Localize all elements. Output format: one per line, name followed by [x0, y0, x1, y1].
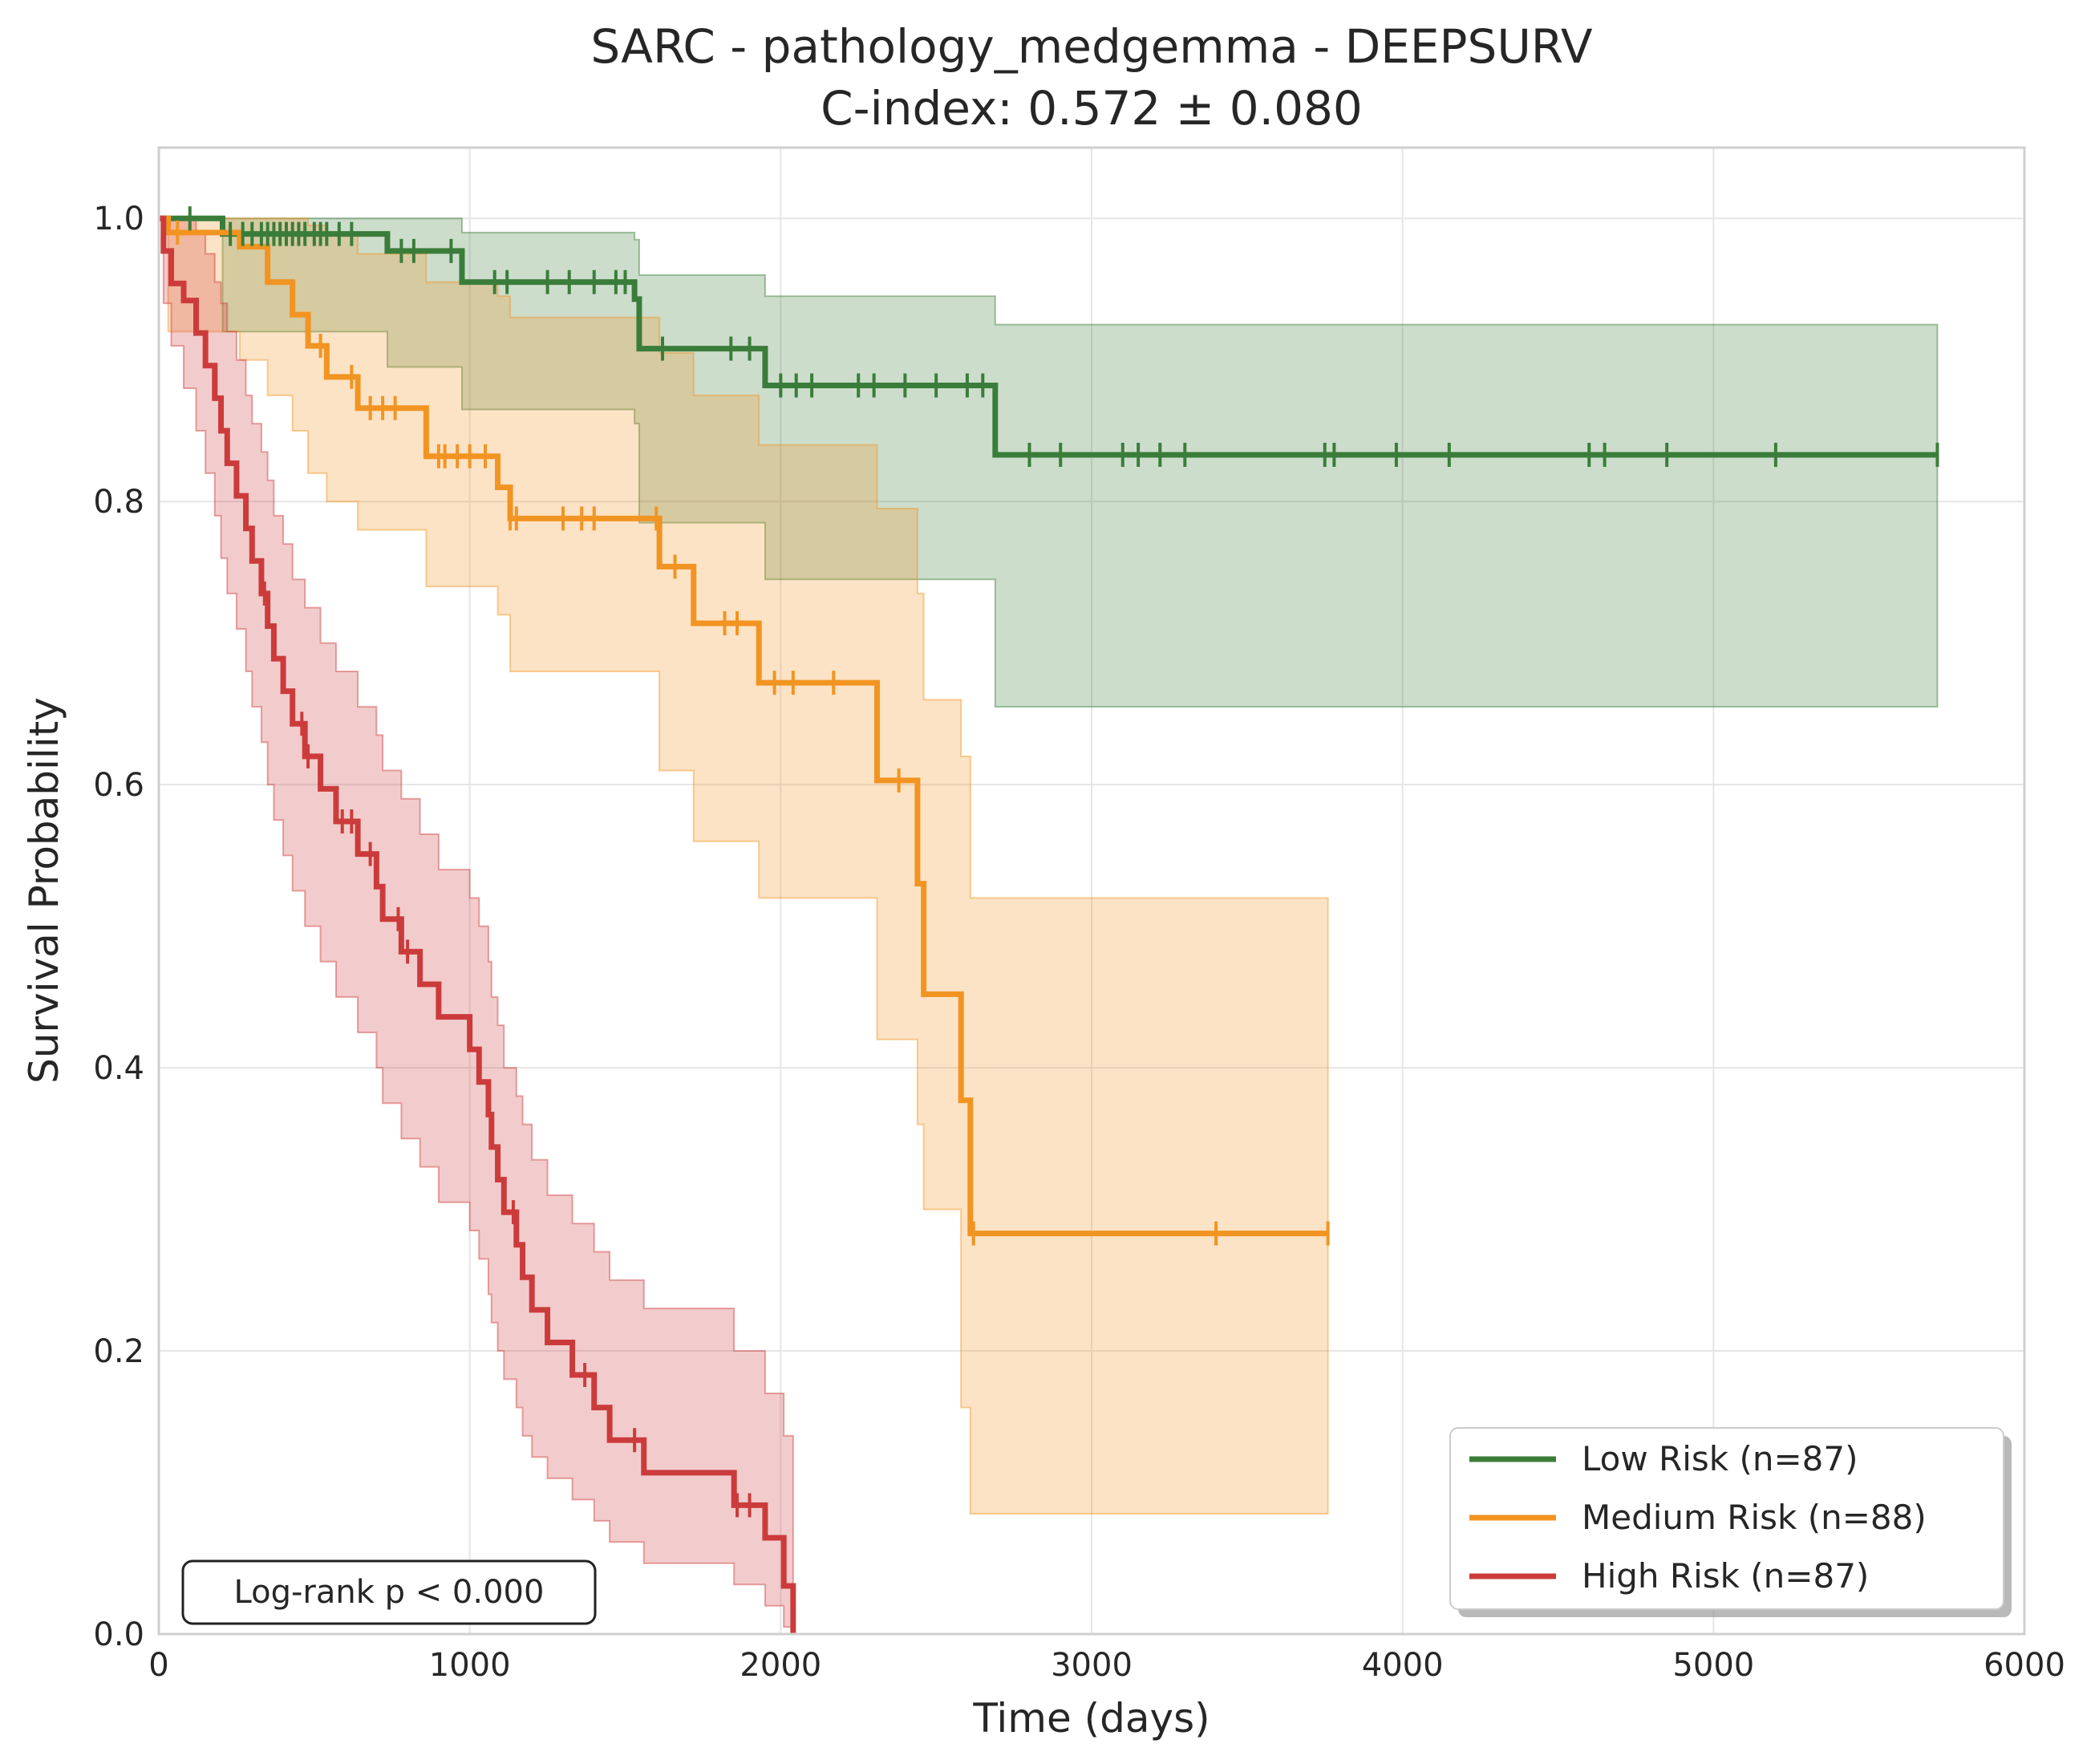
medium-risk-survival-line [159, 215, 1328, 1237]
chart-subtitle: C-index: 0.572 ± 0.080 [821, 81, 1363, 136]
y-tick-label: 0.0 [93, 1616, 144, 1653]
medium-risk-ci-band [159, 217, 1329, 1515]
x-tick-label: 1000 [429, 1647, 511, 1684]
x-tick-label: 0 [148, 1647, 168, 1684]
y-tick-label: 0.4 [93, 1050, 144, 1087]
x-tick-label: 3000 [1051, 1647, 1133, 1684]
low-risk-ci-band [159, 217, 1939, 708]
logrank-text: Log-rank p < 0.000 [234, 1574, 545, 1611]
x-tick-label: 5000 [1672, 1647, 1754, 1684]
y-tick-label: 0.8 [93, 484, 144, 521]
plot-frame [157, 146, 2026, 1636]
x-tick-label: 6000 [1984, 1647, 2065, 1684]
tick-labels: 0 1000 2000 3000 4000 5000 6000 0.0 0.2 0.4 0.6 0.8… [93, 201, 2065, 1684]
y-tick-label: 1.0 [93, 201, 144, 237]
x-tick-label: 4000 [1362, 1647, 1444, 1684]
y-tick-label: 0.6 [93, 767, 144, 804]
high-risk-legend-label: High Risk (n=87) [1582, 1556, 1869, 1596]
medium-risk-legend-label: Medium Risk (n=88) [1582, 1498, 1927, 1537]
legend: Low Risk (n=87) Medium Risk (n=88) High Ri… [1449, 1427, 2012, 1617]
chart-title: SARC - pathology_medgemma - DEEPSURV [590, 19, 1593, 74]
y-axis-label: Survival Probability [21, 697, 67, 1084]
confidence-bands [159, 217, 1939, 1634]
x-axis-label: Time (days) [972, 1695, 1210, 1742]
x-tick-label: 2000 [740, 1647, 821, 1684]
y-tick-label: 0.2 [93, 1333, 144, 1370]
censor-marks [176, 206, 1939, 1518]
low-risk-legend-label: Low Risk (n=87) [1582, 1439, 1858, 1478]
high-risk-survival-line [159, 215, 796, 1634]
logrank-annotation: Log-rank p < 0.000 [181, 1559, 597, 1625]
